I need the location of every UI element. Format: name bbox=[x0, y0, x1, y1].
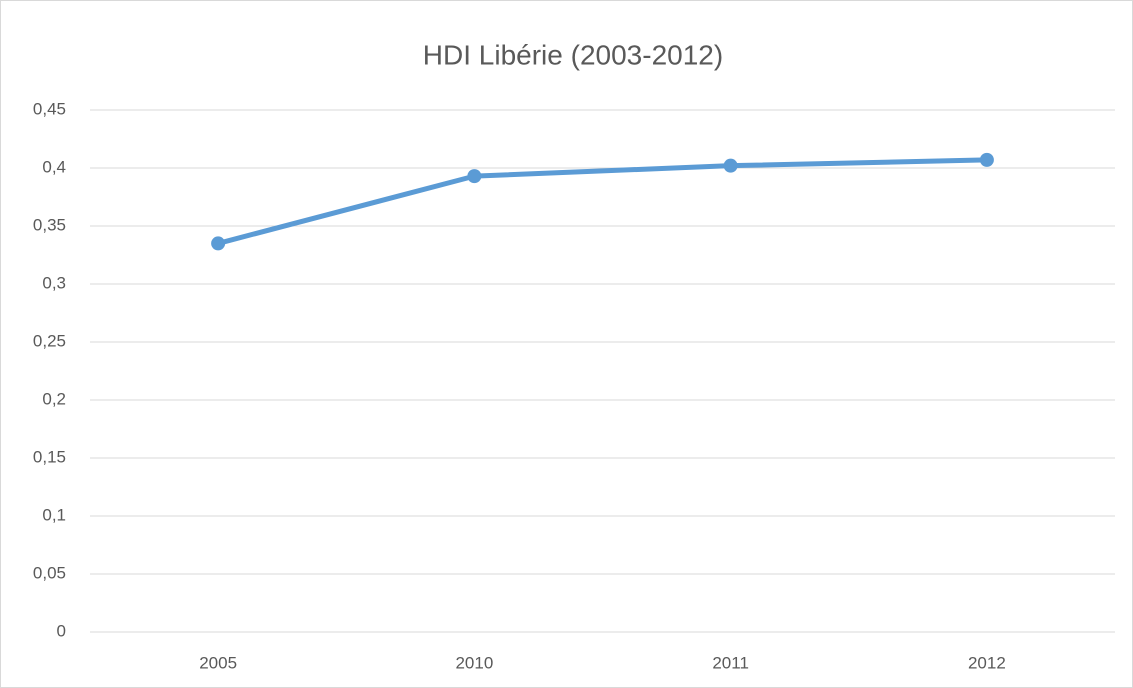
x-tick-label: 2011 bbox=[712, 653, 749, 672]
y-tick-label: 0,2 bbox=[42, 389, 66, 408]
x-tick-label: 2012 bbox=[968, 653, 1006, 672]
y-tick-label: 0,4 bbox=[42, 157, 66, 176]
marker bbox=[723, 158, 738, 173]
chart-title: HDI Libérie (2003-2012) bbox=[423, 39, 723, 70]
marker bbox=[467, 169, 482, 184]
x-tick-label: 2010 bbox=[455, 653, 493, 672]
x-tick-label: 2005 bbox=[199, 653, 237, 672]
y-tick-label: 0,05 bbox=[33, 563, 66, 582]
y-tick-label: 0,45 bbox=[33, 99, 66, 118]
line bbox=[215, 157, 990, 246]
y-tick-label: 0,35 bbox=[33, 215, 66, 234]
y-tick-label: 0,3 bbox=[42, 273, 66, 292]
marker bbox=[979, 152, 994, 167]
marker bbox=[211, 236, 226, 251]
y-tick-label: 0 bbox=[57, 621, 66, 640]
y-tick-label: 0,25 bbox=[33, 331, 66, 350]
y-tick-label: 0,15 bbox=[33, 447, 66, 466]
y-tick-label: 0,1 bbox=[42, 505, 66, 524]
